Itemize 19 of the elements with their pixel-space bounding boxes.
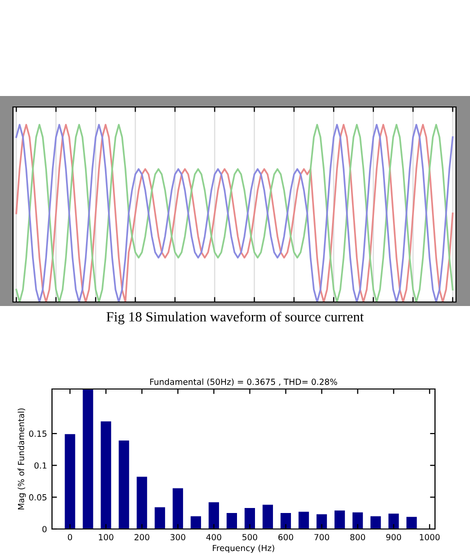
x-tick-label: 700	[314, 534, 330, 540]
x-tick-label: 500	[242, 534, 258, 540]
chart-title: Fundamental (50Hz) = 0.3675 , THD= 0.28%	[150, 378, 338, 386]
x-tick-label: 1000	[420, 534, 440, 540]
x-tick-label: 0	[68, 534, 72, 540]
x-tick-label: 600	[278, 534, 294, 540]
x-tick-label: 900	[386, 534, 402, 540]
y-tick-label: 0.1	[34, 462, 46, 469]
x-tick-label: 800	[350, 534, 366, 540]
y-tick-label: 0.15	[29, 430, 46, 437]
x-tick-label: 400	[206, 534, 222, 540]
x-tick-label: 200	[134, 534, 150, 540]
y-tick-label: 0	[42, 526, 47, 532]
x-tick-label: 100	[98, 534, 114, 540]
x-axis-title: Frequency (Hz)	[212, 544, 274, 553]
y-axis-title: Mag (% of Fundamental)	[18, 408, 26, 510]
caption: Fig 18 Simulation waveform of source current	[106, 312, 364, 324]
y-tick-label: 0.05	[29, 494, 46, 500]
x-tick-label: 300	[170, 534, 186, 540]
